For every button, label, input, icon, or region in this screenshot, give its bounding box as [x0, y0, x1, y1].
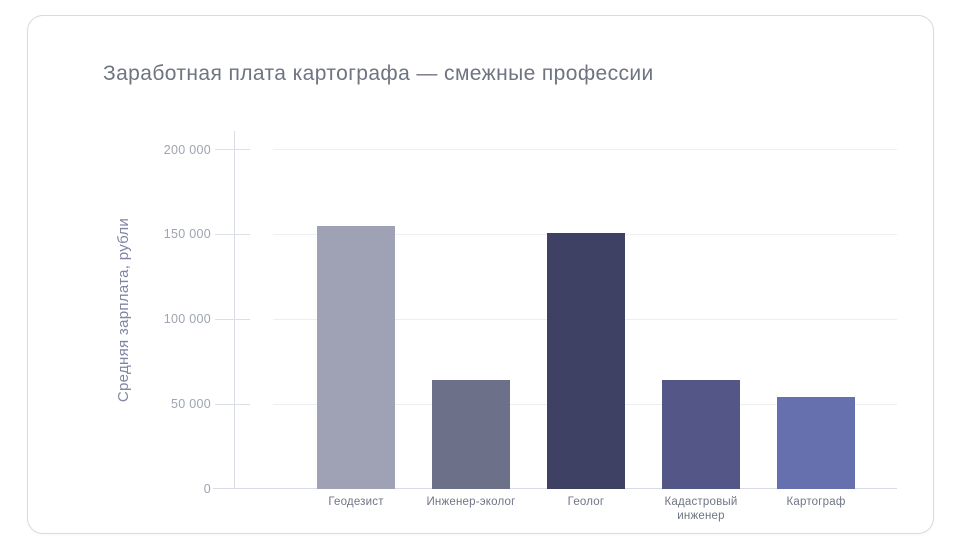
y-tick-label: 150 000 [163, 227, 211, 242]
x-category-label: Кадастровый инженер [664, 496, 738, 522]
y-axis-tick [215, 403, 250, 405]
x-category-label: Геолог [567, 496, 605, 508]
bar [317, 226, 395, 489]
y-axis-tick [215, 318, 250, 320]
gridline [273, 149, 897, 151]
y-tick-label: 50 000 [170, 397, 211, 412]
y-axis-title: Средняя зарплата, рубли [115, 217, 132, 403]
x-category-label: Инженер-эколог [426, 496, 516, 508]
x-category-label: Картограф [786, 496, 846, 508]
bar [777, 397, 855, 489]
bar [432, 380, 510, 489]
y-axis-tick [215, 149, 250, 151]
y-axis-line [234, 131, 235, 489]
x-category-label: Геодезист [328, 496, 384, 508]
y-tick-label: 100 000 [163, 312, 211, 327]
y-tick-label: 200 000 [163, 142, 211, 157]
y-tick-label: 0 [203, 482, 211, 496]
bar [662, 380, 740, 489]
bar [547, 232, 625, 489]
chart-title: Заработная плата картографа — смежные пр… [103, 62, 654, 85]
y-axis-tick [215, 233, 250, 235]
chart-card: Заработная плата картографа — смежные пр… [27, 15, 934, 534]
plot-area: 0 50 000 100 000 150 000 200 000 Геодезист Инж… [164, 131, 897, 522]
